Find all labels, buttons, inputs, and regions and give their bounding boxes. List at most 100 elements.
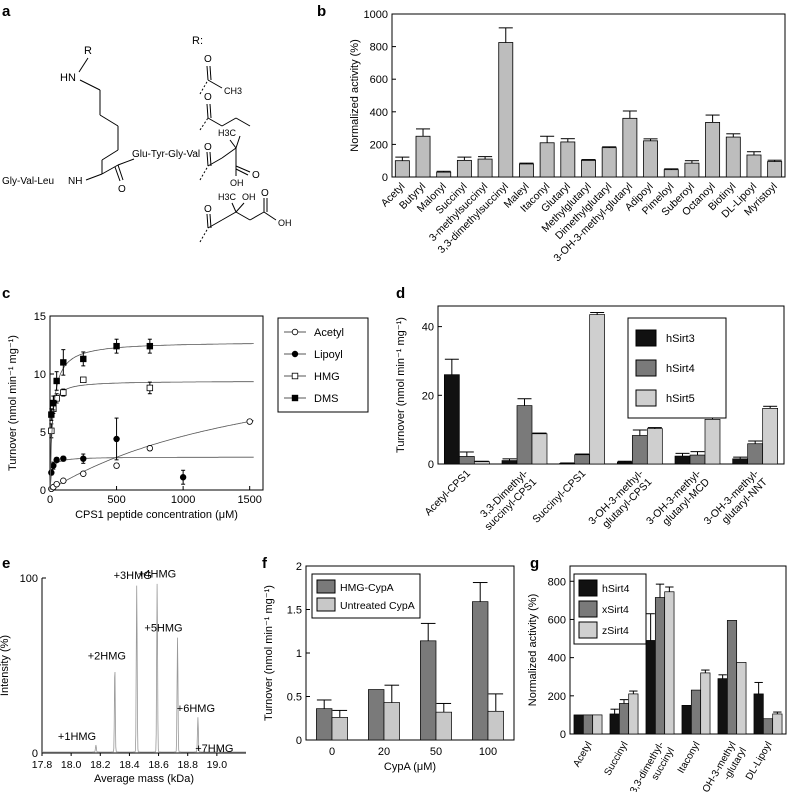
carbonyl-o: O (118, 184, 126, 195)
point-DMS (50, 399, 57, 407)
x-tick-label: 0 (47, 494, 53, 506)
y-tick-label: 0 (32, 748, 38, 760)
legend-label: HMG (314, 371, 340, 383)
point-DMS (80, 355, 87, 363)
bar-hSirt5-0 (473, 461, 490, 465)
bar-hSirt5-4 (704, 418, 721, 465)
category-label-line: Acetyl (571, 740, 594, 769)
r3-oh: OH (230, 178, 244, 188)
bar-hSirt3-3 (616, 461, 633, 465)
x-tick-label: 18.4 (119, 759, 140, 771)
bar-DL-Lipoyl (746, 154, 762, 178)
point-Acetyl (80, 470, 87, 477)
bar-Adipoyl (643, 140, 658, 178)
panel-label-c: c (2, 285, 10, 302)
category-label-line: Acetyl-CPS1 (422, 468, 473, 519)
bar-hSirt4-0 (458, 456, 475, 465)
bar-Suberoyl (684, 162, 700, 178)
bar-hSirt4-4 (689, 454, 706, 465)
y-tick-label: 200 (370, 139, 388, 151)
bar-xSirt4-2 (654, 597, 666, 735)
y-tick-label: 20 (422, 390, 434, 402)
legend-label: hSirt5 (666, 393, 695, 405)
bar-zSirt4-2 (664, 591, 675, 735)
bar-3-methylsuccinyl (477, 158, 493, 178)
x-axis-label: CPS1 peptide concentration (μM) (75, 509, 238, 521)
bar-hSirt4-0 (573, 714, 584, 735)
peak-label: +2HMG (88, 651, 126, 663)
bar-Myristoyl (767, 161, 783, 178)
bar-3-OH-3-methyl-glutaryl (622, 117, 638, 178)
panel-label-f: f (262, 555, 268, 572)
y-axis-label: Turnover (nmol min⁻¹ mg⁻¹) (395, 317, 407, 453)
y-tick-label: 10 (34, 369, 46, 381)
legend-label: DMS (314, 393, 338, 405)
bar-hSirt4-5 (747, 443, 764, 465)
bar-zSirt4-1 (628, 693, 639, 735)
r3-o: O (204, 142, 212, 153)
category-label: Acetyl (571, 740, 594, 769)
point-DMS (113, 342, 120, 350)
bar-Butyryl (415, 135, 431, 178)
bar-xSirt4-1 (618, 703, 630, 735)
x-tick-label: 1500 (237, 494, 261, 506)
point-Lipoyl (80, 455, 87, 462)
bar-Acetyl (394, 160, 410, 178)
y-tick-label: 400 (370, 107, 388, 119)
r4-oh: OH (242, 192, 256, 202)
x-tick-label: 20 (378, 746, 390, 758)
bar-HMG-CypA-2 (420, 640, 437, 741)
bar-hSirt4-1 (609, 713, 620, 735)
bar-Untreated CypA-0 (331, 717, 348, 741)
y-tick-label: 2 (296, 561, 302, 573)
y-tick-label: 0.5 (287, 692, 302, 704)
bar-hSirt4-1 (516, 405, 533, 465)
y-axis-label: Turnover (nmol min⁻¹ mg⁻¹) (263, 585, 275, 721)
legend-swatch-zSirt4 (578, 621, 598, 639)
y-axis-label: Turnover (nmol min⁻¹ mg⁻¹) (7, 335, 19, 471)
y-axis-label: Normalized activity (%) (349, 39, 361, 151)
y-tick-label: 800 (370, 42, 388, 54)
legend-label: zSirt4 (602, 625, 629, 637)
bar-Methylglutaryl (581, 159, 596, 178)
y-tick-label: 15 (34, 311, 46, 323)
legend-marker-Lipoyl (291, 350, 299, 358)
y-tick-label: 0 (382, 172, 388, 184)
bar-HMG-CypA-3 (472, 601, 489, 741)
r4-o2: O (261, 188, 269, 199)
category-label: 3-OH-3-methyl-glutaryl-CPS1 (586, 467, 654, 535)
chart-d-sirtuin-turnover: 0 20 40 Turnover (nmol min⁻¹ mg⁻¹) Acetyl-CP… (395, 305, 785, 535)
legend-swatch-xSirt4 (578, 600, 598, 618)
peak-label: +5HMG (144, 623, 182, 635)
legend-swatch-HMG-CypA (316, 579, 336, 594)
y-tick-label: 0 (428, 459, 434, 471)
bar-xSirt4-3 (690, 689, 702, 735)
bar-xSirt4-5 (762, 718, 774, 735)
bar-hSirt4-4 (717, 678, 728, 735)
panel-label-g: g (530, 555, 539, 572)
category-label-line: Itaconyl (676, 740, 703, 775)
r-label: R: (192, 35, 203, 47)
legend-label: HMG-CypA (340, 582, 394, 594)
r1-o: O (204, 54, 212, 65)
legend-marker-Acetyl (291, 328, 299, 336)
category-label-line: Succinyl (602, 740, 630, 778)
bar-Untreated CypA-3 (487, 710, 504, 741)
y-tick-label: 800 (548, 576, 566, 588)
bar-zSirt4-5 (772, 713, 783, 735)
point-HMG (80, 376, 87, 383)
spectrum-trace (42, 583, 246, 753)
structure-panel: R: R HN Gly-Val-Leu NH Glu-Tyr-Gly-Val O… (2, 35, 292, 243)
bar-Glutaryl (560, 141, 576, 178)
r3-h3c: H3C (218, 128, 237, 138)
fit-curve-Acetyl (49, 420, 254, 491)
bar-3,3-dimethylsuccinyl (498, 42, 514, 178)
bar-Itaconyl (539, 142, 555, 178)
left-nh: NH (68, 176, 82, 187)
y-tick-label: 200 (548, 691, 566, 703)
point-Lipoyl (113, 435, 120, 443)
bar-hSirt3-4 (674, 455, 691, 465)
point-HMG (53, 395, 60, 402)
bar-zSirt4-3 (700, 672, 711, 735)
